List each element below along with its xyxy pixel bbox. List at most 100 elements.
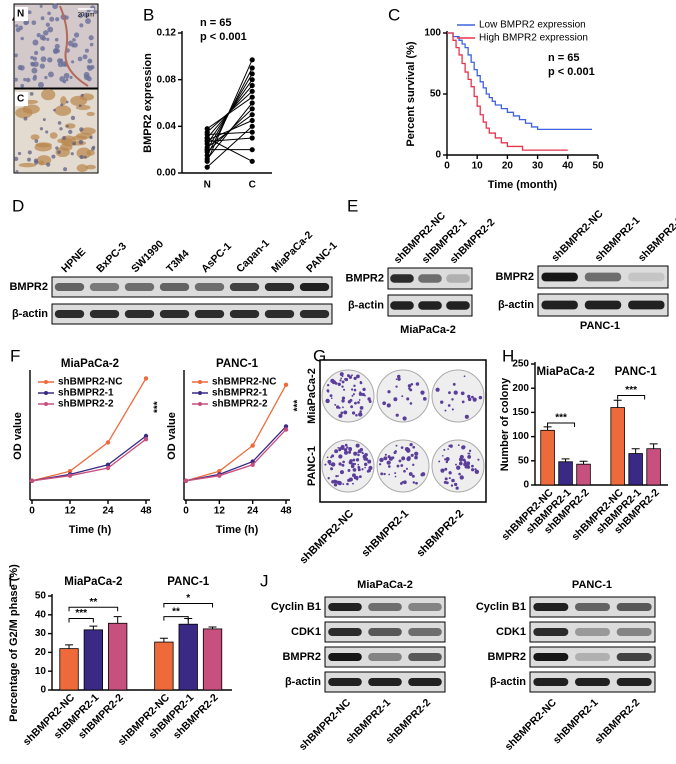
blot-row-label: β-actin: [285, 676, 321, 688]
nucleus: [68, 129, 73, 135]
point: [67, 469, 73, 474]
colony-dot: [327, 459, 332, 464]
stained-cell: [60, 96, 67, 106]
band: [575, 628, 610, 636]
colony-dot: [459, 475, 464, 480]
lane-label: T3M4: [164, 248, 192, 276]
y-tick-label: 50: [518, 455, 530, 466]
colony-dot: [340, 377, 343, 380]
colony-dot: [340, 411, 344, 415]
nucleus: [20, 36, 24, 41]
bar: [576, 463, 591, 486]
stained-cell: [34, 143, 52, 152]
colony-dot: [357, 465, 361, 469]
nucleus: [14, 77, 18, 82]
colony-dot: [346, 482, 349, 486]
colony-dot: [359, 380, 362, 383]
cell-line-label: MiaPaCa-2: [357, 579, 413, 591]
colony-dot: [444, 409, 447, 412]
band: [408, 628, 442, 636]
stained-cell: [79, 127, 96, 135]
colony-dot: [351, 394, 354, 397]
blot-strip: [529, 646, 656, 668]
point: [105, 465, 111, 471]
colony-dot: [445, 456, 450, 462]
label-box: [15, 92, 28, 106]
colony-dot: [342, 460, 345, 464]
colony-dot: [352, 393, 355, 396]
blot-row-label: β-actin: [12, 308, 48, 320]
significance-bracket: [68, 618, 94, 623]
colony-dot: [345, 450, 348, 453]
stained-cell: [49, 132, 58, 139]
colony-dot: [462, 445, 466, 449]
colony-dot: [453, 482, 458, 487]
growth-line: [185, 425, 287, 482]
colony-dot: [408, 472, 413, 476]
lane-label: PANC-1: [304, 239, 340, 275]
nucleus: [78, 140, 84, 145]
colony-dot: [358, 412, 363, 417]
colony-dot: [341, 399, 345, 403]
nucleus: [73, 32, 80, 38]
x-tick-label: 40: [562, 161, 574, 172]
colony-dot: [402, 416, 407, 421]
band: [159, 310, 190, 318]
band: [328, 653, 362, 661]
dot: [249, 57, 255, 63]
stained-cell: [55, 147, 70, 158]
nucleus: [59, 127, 63, 131]
pair-line: [207, 131, 253, 135]
bar: [628, 453, 643, 486]
colony-dot: [350, 405, 354, 409]
colony-dot: [477, 458, 480, 461]
nucleus: [46, 162, 51, 167]
nucleus: [79, 127, 84, 132]
growth-line: [31, 378, 147, 482]
band: [390, 301, 414, 310]
band: [124, 283, 155, 291]
colony-dot: [450, 484, 454, 487]
colony-dot: [327, 477, 330, 480]
colony-dot: [331, 454, 335, 458]
band: [575, 603, 610, 611]
panel-label: F: [10, 346, 20, 365]
y-axis-label: OD value: [166, 412, 178, 460]
panel-label: B: [143, 5, 154, 24]
blot-row-label: CDK1: [496, 626, 526, 638]
band: [446, 274, 470, 283]
dot: [249, 129, 255, 135]
nucleus: [45, 130, 49, 134]
lane-label: shBMPR2-2: [593, 696, 643, 746]
nucleus: [41, 36, 47, 41]
nucleus: [46, 37, 50, 41]
colony-dot: [362, 452, 364, 455]
colony-dot: [357, 453, 360, 457]
colony-dot: [403, 469, 406, 473]
blot-row-label: BMPR2: [282, 651, 321, 663]
dot: [249, 71, 255, 77]
blot-row-label: BMPR2: [487, 651, 526, 663]
colony-dot: [415, 481, 418, 485]
point: [143, 437, 149, 442]
growth-line: [31, 438, 147, 482]
colony-dot: [342, 406, 344, 409]
nucleus: [79, 154, 84, 160]
group-label: PANC-1: [167, 576, 210, 588]
colony-dot: [440, 400, 444, 404]
band: [229, 310, 260, 318]
nucleus: [15, 27, 21, 33]
colony-dot: [356, 374, 360, 379]
colony-dot: [403, 480, 407, 485]
nucleus: [27, 10, 32, 15]
panel-label: D: [12, 196, 24, 215]
colony-dot: [398, 459, 402, 463]
colony-dot: [464, 414, 469, 419]
colony-dot: [467, 452, 470, 455]
colony-dot: [394, 472, 397, 475]
chart-title: MiaPaCa-2: [61, 358, 119, 370]
dot: [249, 158, 255, 164]
nucleus: [40, 16, 45, 21]
y-tick-label: 0: [523, 480, 529, 491]
colony-dot: [400, 446, 404, 449]
